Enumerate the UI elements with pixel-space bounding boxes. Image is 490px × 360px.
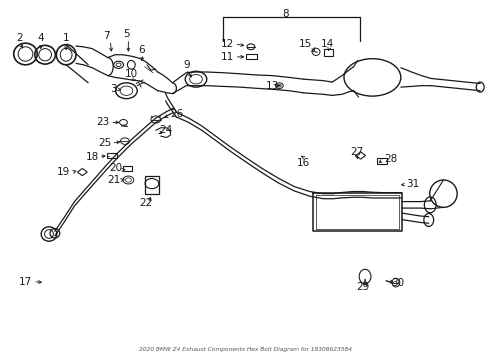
- Text: 30: 30: [392, 278, 404, 288]
- Text: 2020 BMW Z4 Exhaust Components Hex Bolt Diagram for 18308623584: 2020 BMW Z4 Exhaust Components Hex Bolt …: [139, 347, 351, 352]
- Text: 28: 28: [384, 154, 398, 164]
- Text: 8: 8: [282, 9, 289, 19]
- Text: 16: 16: [297, 158, 311, 168]
- Text: 14: 14: [320, 39, 334, 49]
- Text: 31: 31: [406, 179, 419, 189]
- Bar: [107, 153, 117, 158]
- Text: 19: 19: [57, 167, 71, 177]
- Text: 3: 3: [110, 84, 117, 94]
- Text: 4: 4: [37, 33, 44, 43]
- Text: 29: 29: [356, 282, 369, 292]
- Text: 12: 12: [220, 39, 234, 49]
- Text: 13: 13: [265, 81, 279, 91]
- Text: 1: 1: [63, 33, 70, 43]
- Bar: [246, 54, 257, 59]
- Text: 2: 2: [16, 33, 23, 43]
- Text: 10: 10: [125, 69, 138, 79]
- Text: 9: 9: [183, 60, 190, 70]
- Text: 5: 5: [123, 29, 130, 39]
- Text: 7: 7: [103, 31, 110, 41]
- Text: 6: 6: [138, 45, 145, 55]
- Bar: [324, 49, 333, 56]
- Bar: [145, 176, 159, 194]
- Text: 26: 26: [170, 109, 183, 120]
- Text: 20: 20: [109, 163, 122, 174]
- Text: 22: 22: [139, 198, 153, 208]
- Text: 21: 21: [107, 175, 121, 185]
- Text: 17: 17: [19, 276, 32, 287]
- Bar: [123, 166, 132, 171]
- Text: 11: 11: [220, 52, 234, 62]
- Text: 25: 25: [98, 138, 112, 148]
- Text: 23: 23: [96, 117, 110, 127]
- Text: 24: 24: [159, 125, 172, 135]
- Text: 18: 18: [85, 152, 99, 162]
- Text: 15: 15: [299, 39, 313, 49]
- Text: 27: 27: [350, 147, 364, 157]
- Bar: [377, 158, 387, 164]
